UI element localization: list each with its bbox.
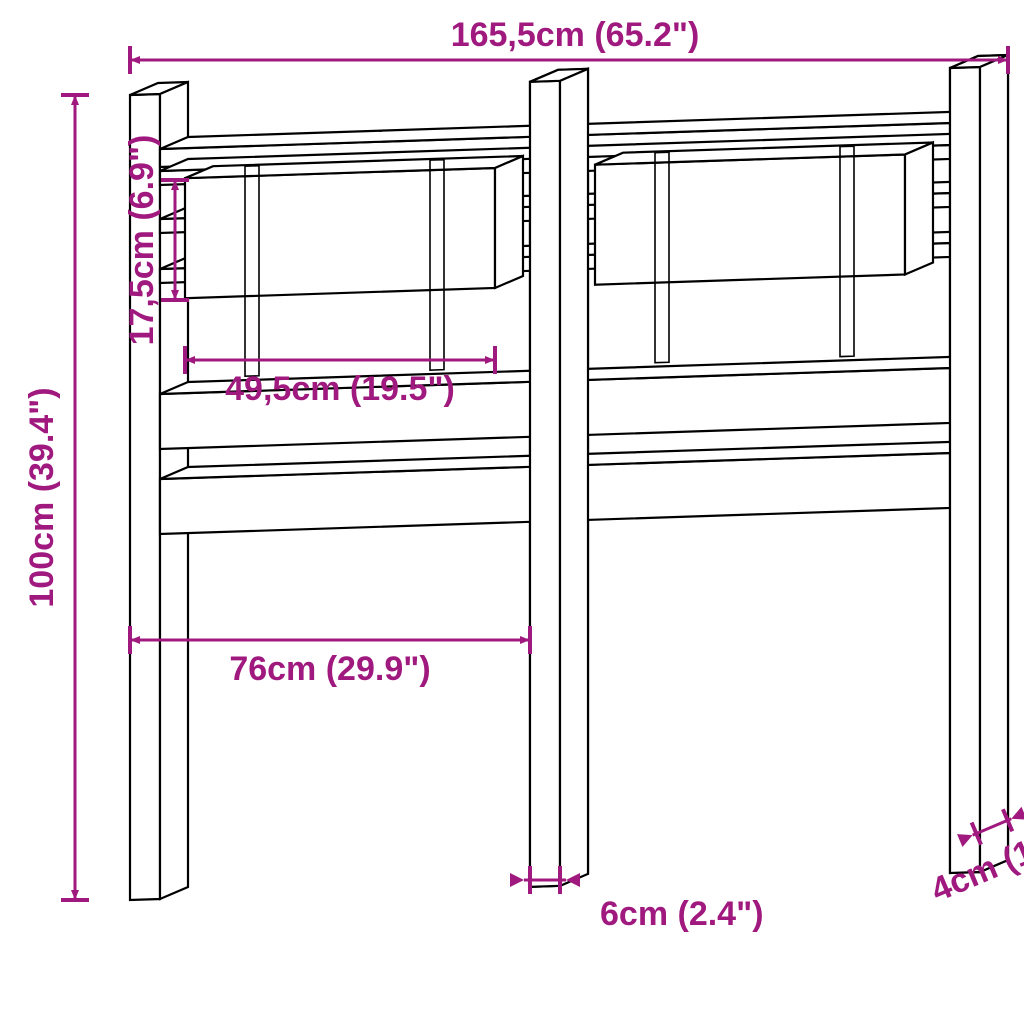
dim-post-width-label: 6cm (2.4"): [600, 895, 764, 933]
dim-panel-height-label: 17,5cm (6.9"): [123, 135, 161, 346]
dim-half-width-label: 76cm (29.9"): [229, 650, 430, 688]
dim-panel-width-label: 49,5cm (19.5"): [225, 370, 455, 408]
headboard-drawing: [130, 55, 1008, 900]
dim-total-height-label: 100cm (39.4"): [23, 387, 61, 607]
dim-total-width-label: 165,5cm (65.2"): [451, 16, 700, 54]
